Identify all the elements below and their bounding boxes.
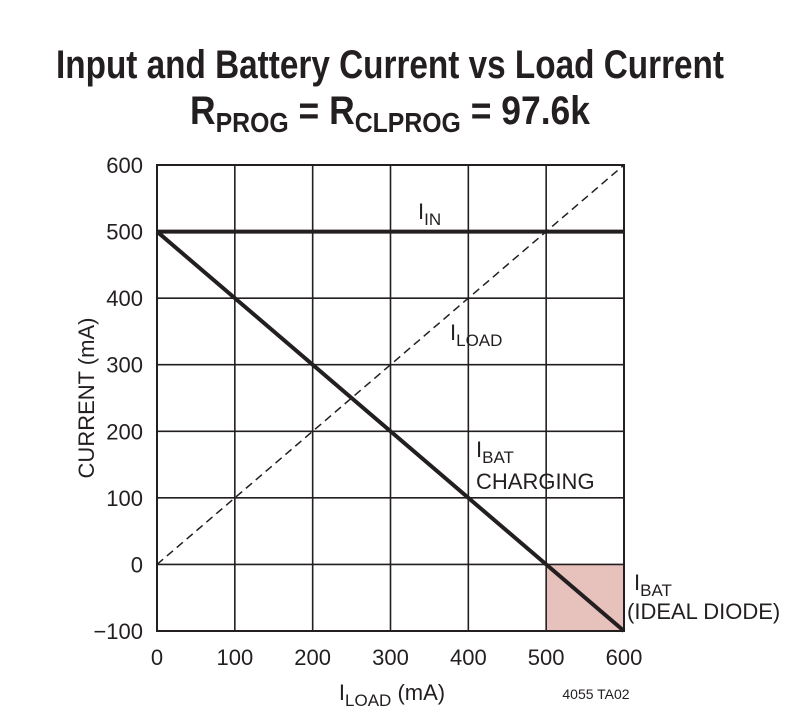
y-tick-label: 400 (106, 286, 143, 311)
x-tick-label: 100 (216, 645, 253, 670)
series-line-iload (156, 164, 625, 565)
x-tick-label: 0 (151, 645, 163, 670)
chart-title-line1: Input and Battery Current vs Load Curren… (56, 43, 724, 87)
x-tick-label: 600 (606, 645, 643, 670)
y-tick-label: −100 (93, 619, 143, 644)
annotation-ibat-diode-line2: (IDEAL DIODE) (627, 599, 780, 624)
y-tick-label: 100 (106, 486, 143, 511)
y-tick-label: 0 (131, 552, 143, 577)
x-tick-label: 300 (372, 645, 409, 670)
annotation-ibat-charging: IBAT (476, 437, 514, 467)
y-tick-label: 600 (106, 153, 143, 178)
annotation-iload: ILOAD (450, 320, 502, 350)
x-tick-label: 500 (528, 645, 565, 670)
chart-title-line2: RPROG = RCLPROG = 97.6k (190, 89, 591, 138)
annotation-ibat-diode: IBAT (634, 570, 672, 600)
annotation-iin: IIN (418, 199, 441, 229)
x-tick-label: 400 (450, 645, 487, 670)
y-tick-label: 300 (106, 353, 143, 378)
annotation-ibat-charging-line2: CHARGING (476, 469, 595, 494)
series-line-ibat-charging (155, 230, 626, 633)
plot-frame (156, 164, 625, 632)
y-axis-label: CURRENT (mA) (74, 318, 99, 479)
x-tick-label: 200 (294, 645, 331, 670)
y-tick-label: 200 (106, 419, 143, 444)
figure-code: 4055 TA02 (562, 686, 629, 702)
plot-area: 0 100 200 300 400 500 600 600 500 400 300 200 100 0 −1… (93, 153, 642, 670)
y-tick-label: 500 (106, 220, 143, 245)
x-axis-label: ILOAD (mA) (339, 680, 445, 710)
